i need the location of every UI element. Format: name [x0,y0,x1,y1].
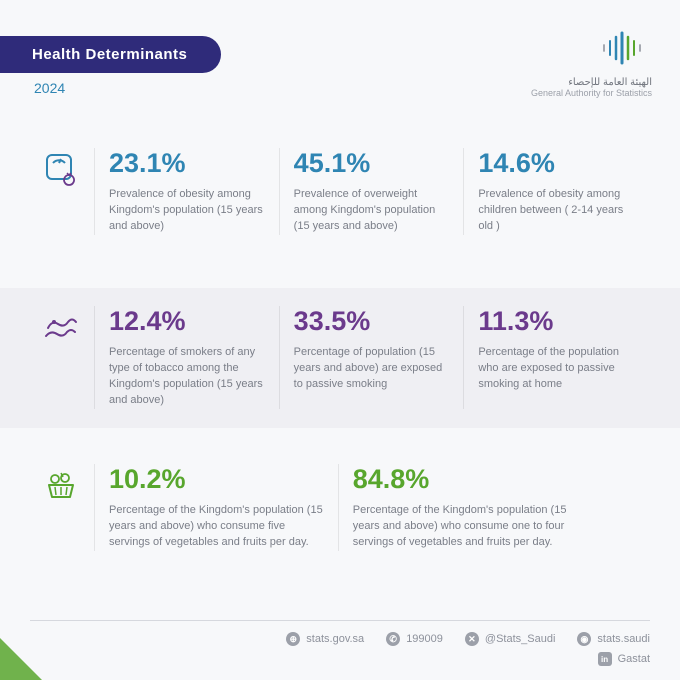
footer-label: Gastat [618,653,650,665]
stat-value: 11.3% [478,306,638,337]
stat-cell: 23.1% Prevalence of obesity among Kingdo… [94,148,279,235]
footer-link-phone[interactable]: ✆ 199009 [386,632,443,646]
footer-divider [30,620,650,621]
logo-block: الهيئة العامة للإحصاء General Authority … [531,28,652,98]
stat-value: 12.4% [109,306,269,337]
scale-icon [40,148,82,190]
stat-cell: 84.8% Percentage of the Kingdom's popula… [338,464,648,551]
page-title: Health Determinants [32,46,187,63]
stat-cell: 12.4% Percentage of smokers of any type … [94,306,279,409]
logo-mark-icon [592,28,652,68]
footer-link-web[interactable]: ⊕ stats.gov.sa [286,632,364,646]
instagram-icon: ◉ [577,632,591,646]
stat-cell: 14.6% Prevalence of obesity among childr… [463,148,648,235]
footer-label: stats.saudi [597,633,650,645]
stat-desc: Percentage of the Kingdom's population (… [353,503,583,551]
footer-link-x[interactable]: ✕ @Stats_Saudi [465,632,556,646]
section-vegetables: 10.2% Percentage of the Kingdom's popula… [0,464,680,551]
globe-icon: ⊕ [286,632,300,646]
stat-desc: Prevalence of overweight among Kingdom's… [294,187,454,235]
header-pill: Health Determinants [0,36,221,73]
footer-label: @Stats_Saudi [485,633,556,645]
logo-text-en: General Authority for Statistics [531,88,652,98]
logo-text-ar: الهيئة العامة للإحصاء [531,77,652,88]
stat-desc: Percentage of the population who are exp… [478,345,638,393]
stat-value: 45.1% [294,148,454,179]
footer-label: stats.gov.sa [306,633,364,645]
x-icon: ✕ [465,632,479,646]
basket-icon [40,464,82,506]
smoke-icon [40,306,82,348]
stat-value: 84.8% [353,464,638,495]
stat-cell: 33.5% Percentage of population (15 years… [279,306,464,409]
stat-value: 33.5% [294,306,454,337]
footer-accent-icon [0,638,42,680]
footer-link-linkedin[interactable]: in Gastat [598,652,650,666]
stat-desc: Percentage of population (15 years and a… [294,345,454,393]
section-obesity: 23.1% Prevalence of obesity among Kingdo… [0,148,680,235]
stat-value: 14.6% [478,148,638,179]
year-label: 2024 [34,80,65,96]
footer: ⊕ stats.gov.sa ✆ 199009 ✕ @Stats_Saudi ◉… [0,620,680,680]
stat-cell: 10.2% Percentage of the Kingdom's popula… [94,464,338,551]
stat-desc: Percentage of the Kingdom's population (… [109,503,328,551]
stat-cell: 11.3% Percentage of the population who a… [463,306,648,409]
stat-cell: 45.1% Prevalence of overweight among Kin… [279,148,464,235]
stat-desc: Prevalence of obesity among Kingdom's po… [109,187,269,235]
stat-desc: Percentage of smokers of any type of tob… [109,345,269,409]
stat-value: 10.2% [109,464,328,495]
stat-desc: Prevalence of obesity among children bet… [478,187,638,235]
section-smoking: 12.4% Percentage of smokers of any type … [0,306,680,409]
footer-link-instagram[interactable]: ◉ stats.saudi [577,632,650,646]
linkedin-icon: in [598,652,612,666]
footer-label: 199009 [406,633,443,645]
stat-value: 23.1% [109,148,269,179]
phone-icon: ✆ [386,632,400,646]
